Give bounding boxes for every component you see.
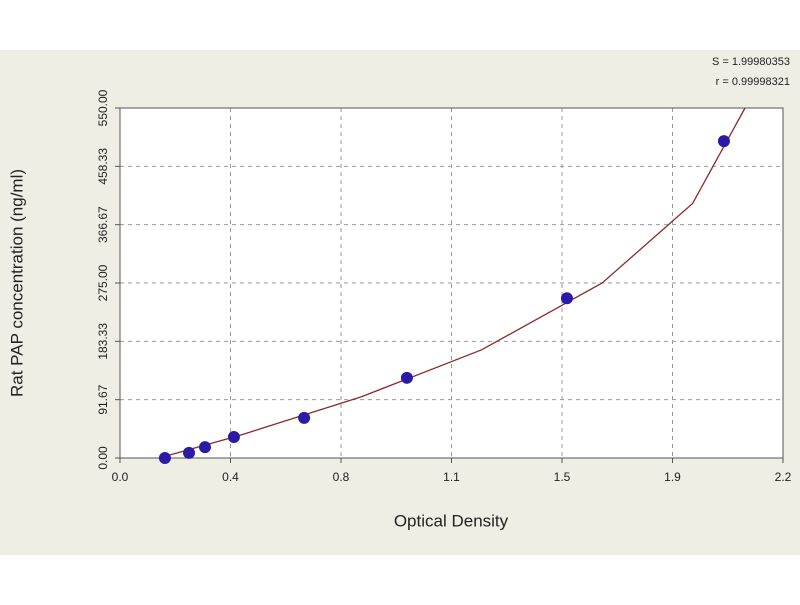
y-tick-label: 550.00 bbox=[96, 89, 110, 126]
y-tick-label: 458.33 bbox=[96, 148, 110, 185]
x-tick-label: 2.2 bbox=[775, 470, 792, 484]
annotation: r = 0.99998321 bbox=[716, 76, 790, 88]
y-tick-label: 183.33 bbox=[96, 323, 110, 360]
annotation: S = 1.99980353 bbox=[712, 56, 790, 68]
y-tick-label: 275.00 bbox=[96, 264, 110, 301]
y-tick-label: 91.67 bbox=[96, 384, 110, 414]
x-tick-label: 1.1 bbox=[443, 470, 460, 484]
x-tick-label: 0.0 bbox=[112, 470, 129, 484]
x-tick-label: 0.8 bbox=[333, 470, 350, 484]
x-tick-label: 1.5 bbox=[554, 470, 571, 484]
data-point bbox=[560, 292, 573, 305]
y-axis-label: Rat PAP concentration (ng/ml) bbox=[7, 169, 26, 397]
data-point bbox=[227, 431, 240, 443]
data-point bbox=[198, 441, 211, 454]
data-point bbox=[717, 135, 730, 148]
data-point bbox=[183, 446, 196, 459]
x-tick-label: 0.4 bbox=[222, 470, 239, 484]
y-tick-label: 366.67 bbox=[96, 206, 110, 243]
y-tick-label: 0.00 bbox=[96, 446, 110, 470]
x-tick-label: 1.9 bbox=[664, 470, 681, 484]
x-axis-label: Optical Density bbox=[394, 511, 509, 530]
data-point bbox=[298, 411, 311, 424]
fit-curve bbox=[159, 107, 746, 459]
plot-frame bbox=[119, 107, 784, 459]
data-point bbox=[158, 452, 171, 464]
data-point bbox=[400, 371, 413, 384]
